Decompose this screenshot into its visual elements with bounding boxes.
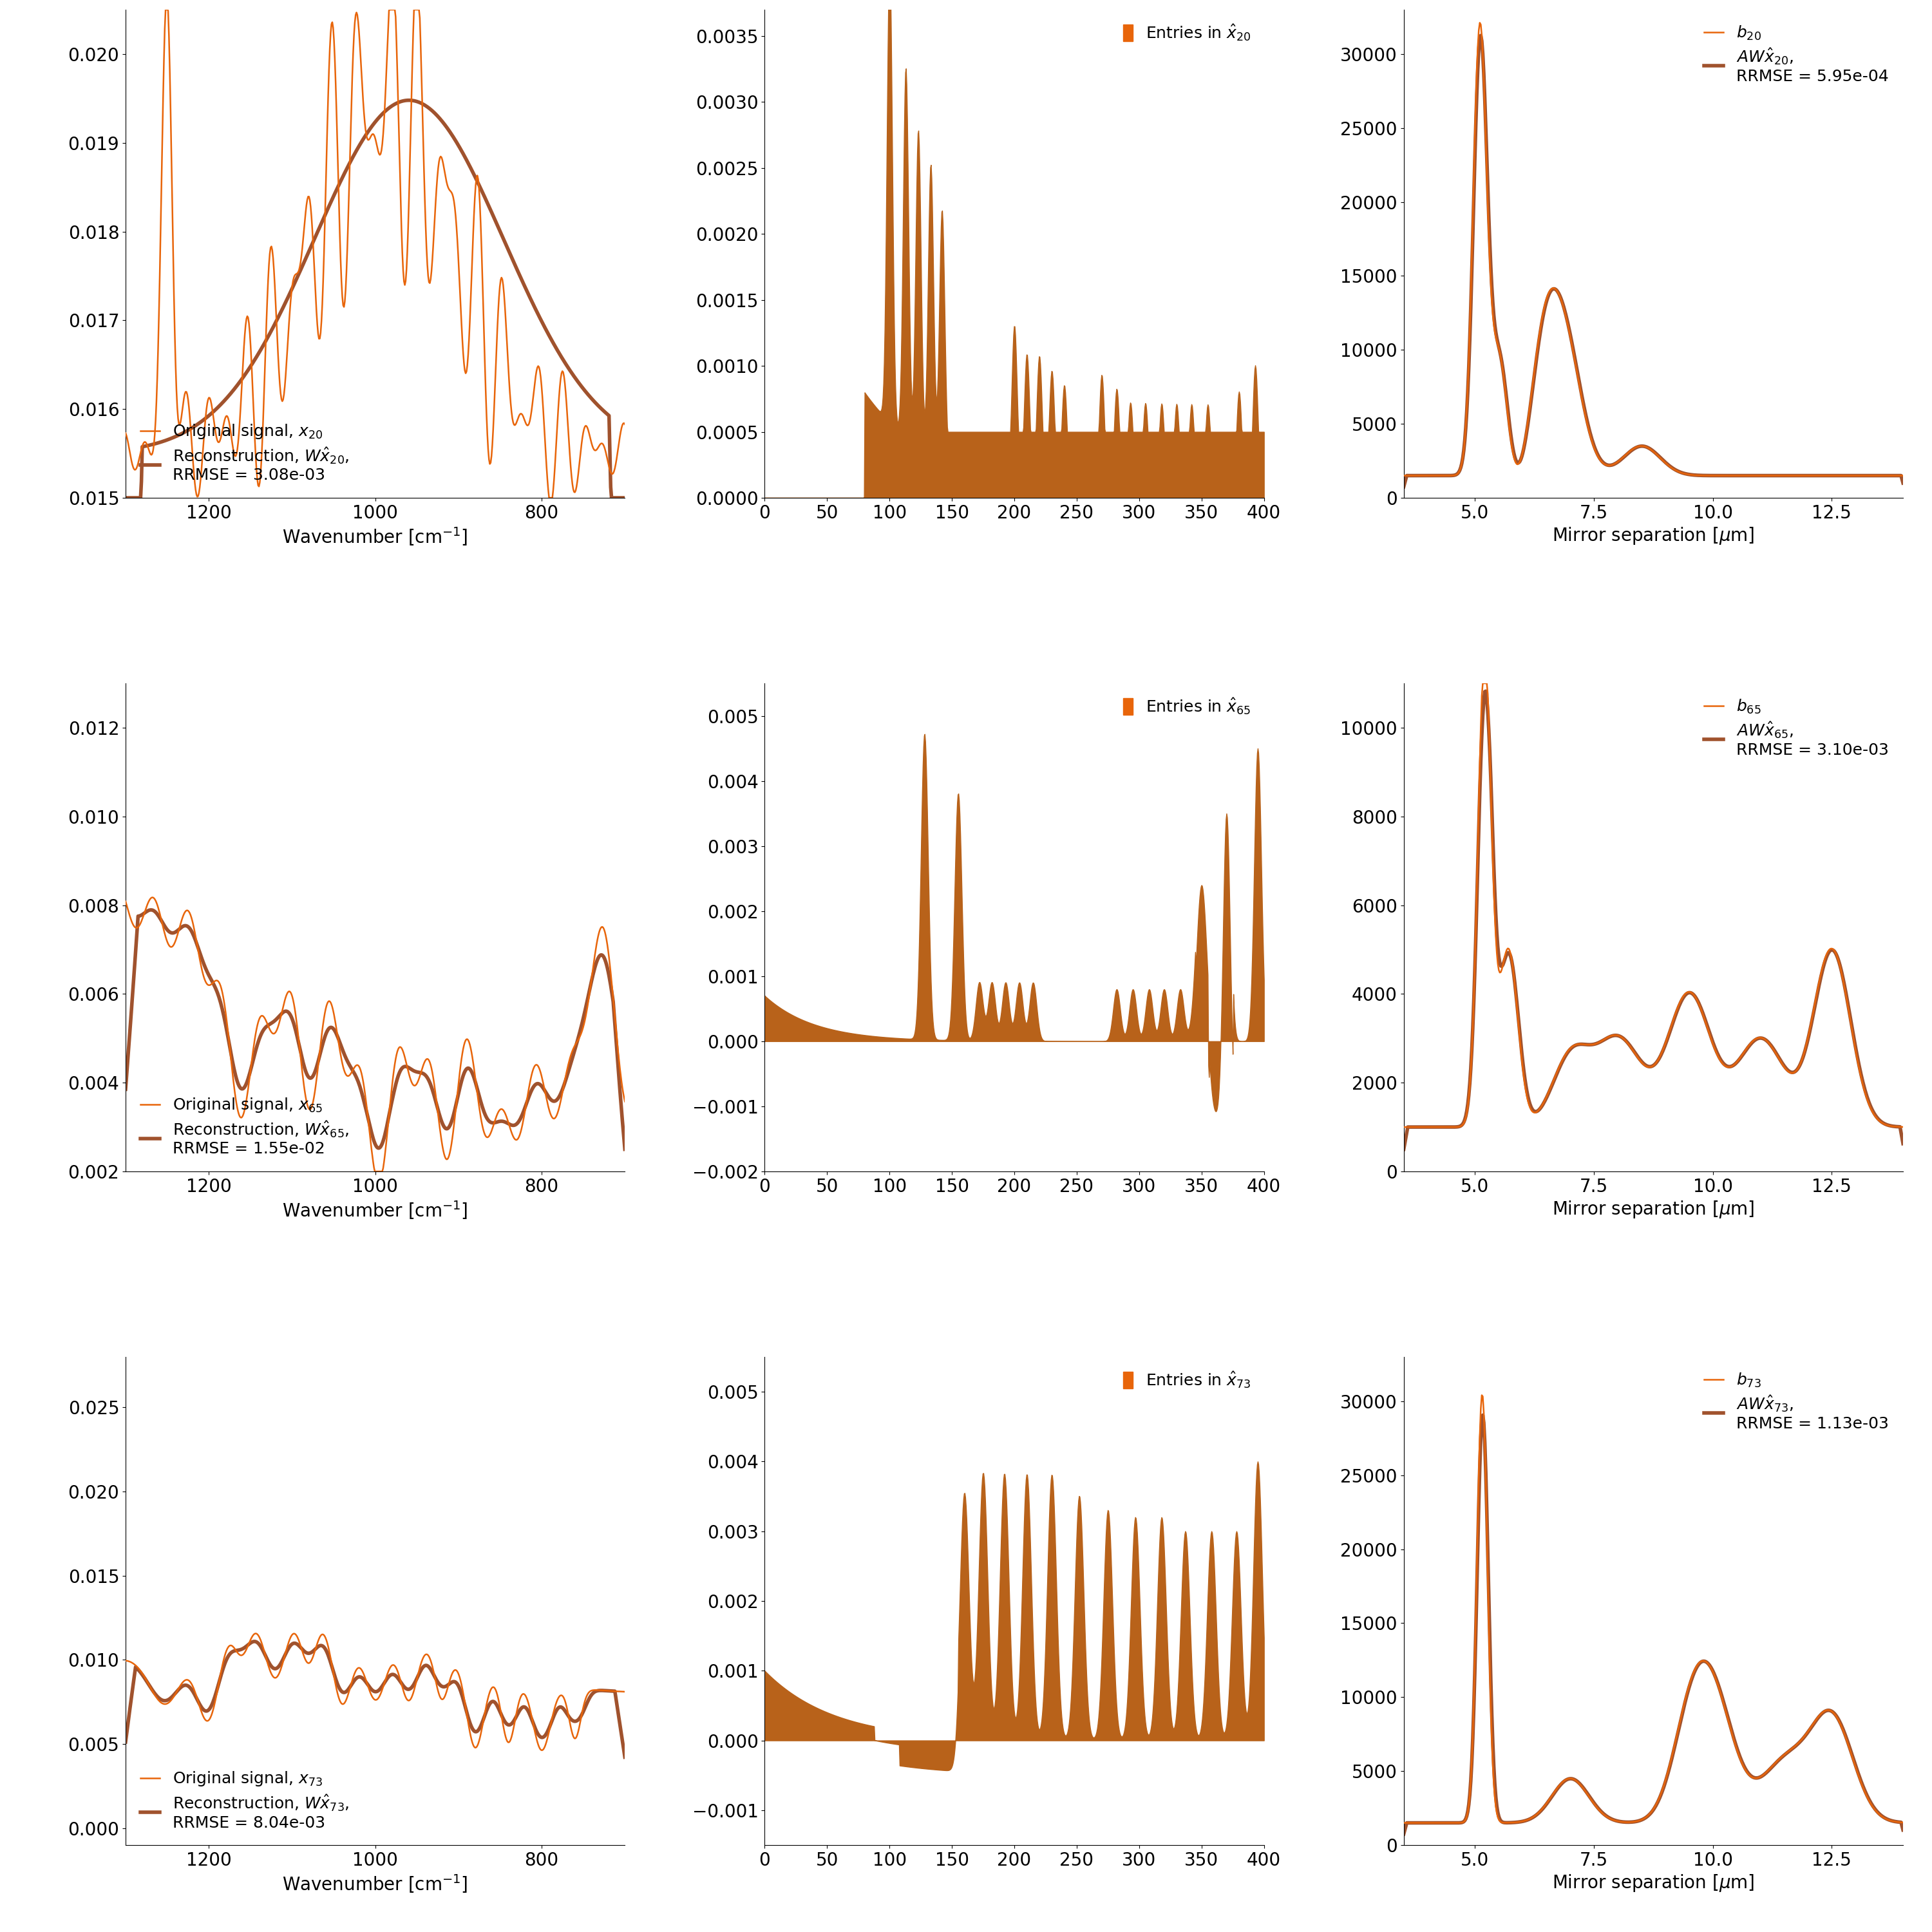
X-axis label: Mirror separation [$\mu$m]: Mirror separation [$\mu$m] xyxy=(1551,1200,1754,1219)
X-axis label: Wavenumber [cm$^{-1}$]: Wavenumber [cm$^{-1}$] xyxy=(282,1872,468,1895)
Legend: $b_{73}$, $AW\hat{x}_{73}$,
RRMSE = 1.13e-03: $b_{73}$, $AW\hat{x}_{73}$, RRMSE = 1.13… xyxy=(1698,1366,1895,1437)
Legend: Original signal, $x_{73}$, Reconstruction, $W\hat{x}_{73}$,
RRMSE = 8.04e-03: Original signal, $x_{73}$, Reconstructio… xyxy=(133,1764,355,1837)
Legend: Entries in $\hat{x}_{65}$: Entries in $\hat{x}_{65}$ xyxy=(1119,692,1256,721)
X-axis label: Wavenumber [cm$^{-1}$]: Wavenumber [cm$^{-1}$] xyxy=(282,526,468,547)
Legend: Original signal, $x_{20}$, Reconstruction, $W\hat{x}_{20}$,
RRMSE = 3.08e-03: Original signal, $x_{20}$, Reconstructio… xyxy=(133,415,355,489)
Legend: Entries in $\hat{x}_{73}$: Entries in $\hat{x}_{73}$ xyxy=(1119,1366,1256,1395)
Legend: $b_{20}$, $AW\hat{x}_{20}$,
RRMSE = 5.95e-04: $b_{20}$, $AW\hat{x}_{20}$, RRMSE = 5.95… xyxy=(1698,17,1895,91)
X-axis label: Wavenumber [cm$^{-1}$]: Wavenumber [cm$^{-1}$] xyxy=(282,1200,468,1221)
Legend: Original signal, $x_{65}$, Reconstruction, $W\hat{x}_{65}$,
RRMSE = 1.55e-02: Original signal, $x_{65}$, Reconstructio… xyxy=(133,1090,355,1163)
Legend: $b_{65}$, $AW\hat{x}_{65}$,
RRMSE = 3.10e-03: $b_{65}$, $AW\hat{x}_{65}$, RRMSE = 3.10… xyxy=(1698,692,1895,765)
Legend: Entries in $\hat{x}_{20}$: Entries in $\hat{x}_{20}$ xyxy=(1119,17,1256,46)
X-axis label: Mirror separation [$\mu$m]: Mirror separation [$\mu$m] xyxy=(1551,526,1754,547)
X-axis label: Mirror separation [$\mu$m]: Mirror separation [$\mu$m] xyxy=(1551,1872,1754,1893)
